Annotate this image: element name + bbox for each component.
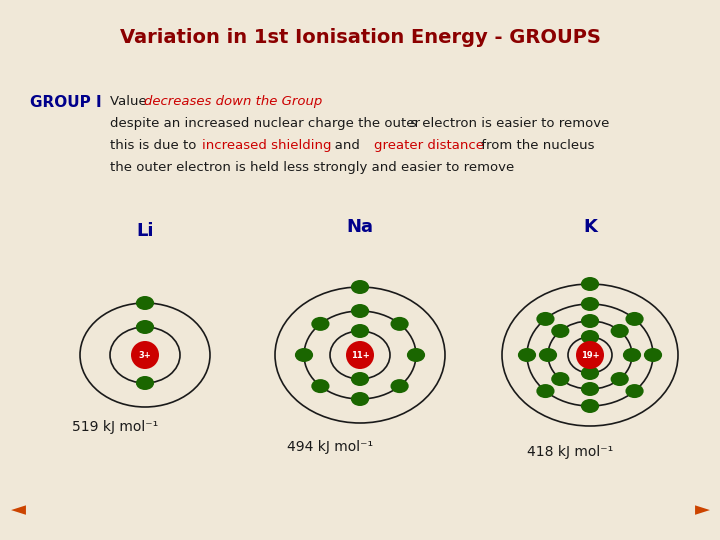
Text: Value: Value [110, 95, 151, 108]
Ellipse shape [552, 324, 570, 338]
Ellipse shape [351, 392, 369, 406]
Text: greater distance: greater distance [374, 139, 484, 152]
Ellipse shape [581, 297, 599, 311]
Ellipse shape [539, 348, 557, 362]
Text: K: K [583, 218, 597, 236]
Ellipse shape [536, 384, 554, 398]
Ellipse shape [626, 312, 644, 326]
Ellipse shape [407, 348, 425, 362]
Ellipse shape [581, 277, 599, 291]
Circle shape [346, 341, 374, 369]
Ellipse shape [390, 317, 409, 331]
Ellipse shape [581, 314, 599, 328]
Text: GROUP I: GROUP I [30, 95, 102, 110]
Text: 3+: 3+ [139, 350, 151, 360]
Circle shape [576, 341, 604, 369]
Ellipse shape [311, 317, 330, 331]
Text: decreases down the Group: decreases down the Group [144, 95, 323, 108]
Text: from the nucleus: from the nucleus [477, 139, 595, 152]
Ellipse shape [581, 366, 599, 380]
Text: 19+: 19+ [581, 350, 599, 360]
Ellipse shape [351, 304, 369, 318]
Ellipse shape [626, 384, 644, 398]
Ellipse shape [390, 379, 409, 393]
Ellipse shape [518, 348, 536, 362]
Ellipse shape [623, 348, 641, 362]
Ellipse shape [581, 330, 599, 344]
Ellipse shape [581, 399, 599, 413]
Text: increased shielding: increased shielding [202, 139, 331, 152]
Text: 494 kJ mol⁻¹: 494 kJ mol⁻¹ [287, 440, 373, 454]
Text: Variation in 1st Ionisation Energy - GROUPS: Variation in 1st Ionisation Energy - GRO… [120, 28, 600, 47]
Text: electron is easier to remove: electron is easier to remove [418, 117, 609, 130]
Text: this is due to: this is due to [110, 139, 201, 152]
Circle shape [131, 341, 159, 369]
Ellipse shape [351, 324, 369, 338]
Ellipse shape [351, 280, 369, 294]
Ellipse shape [552, 372, 570, 386]
Text: the outer electron is held less strongly and easier to remove: the outer electron is held less strongly… [110, 161, 514, 174]
Text: ►: ► [695, 501, 709, 519]
Ellipse shape [136, 296, 154, 310]
Ellipse shape [136, 320, 154, 334]
Ellipse shape [295, 348, 313, 362]
Text: 418 kJ mol⁻¹: 418 kJ mol⁻¹ [527, 445, 613, 459]
Text: despite an increased nuclear charge the outer: despite an increased nuclear charge the … [110, 117, 424, 130]
Ellipse shape [136, 376, 154, 390]
Ellipse shape [351, 372, 369, 386]
Text: Li: Li [136, 222, 154, 240]
Ellipse shape [644, 348, 662, 362]
Text: ◄: ◄ [11, 501, 25, 519]
Ellipse shape [536, 312, 554, 326]
Ellipse shape [311, 379, 330, 393]
Ellipse shape [611, 324, 629, 338]
Text: and: and [322, 139, 373, 152]
Text: Na: Na [346, 218, 374, 236]
Ellipse shape [581, 382, 599, 396]
Ellipse shape [611, 372, 629, 386]
Text: 519 kJ mol⁻¹: 519 kJ mol⁻¹ [72, 420, 158, 434]
Text: s: s [410, 117, 417, 130]
Text: 11+: 11+ [351, 350, 369, 360]
